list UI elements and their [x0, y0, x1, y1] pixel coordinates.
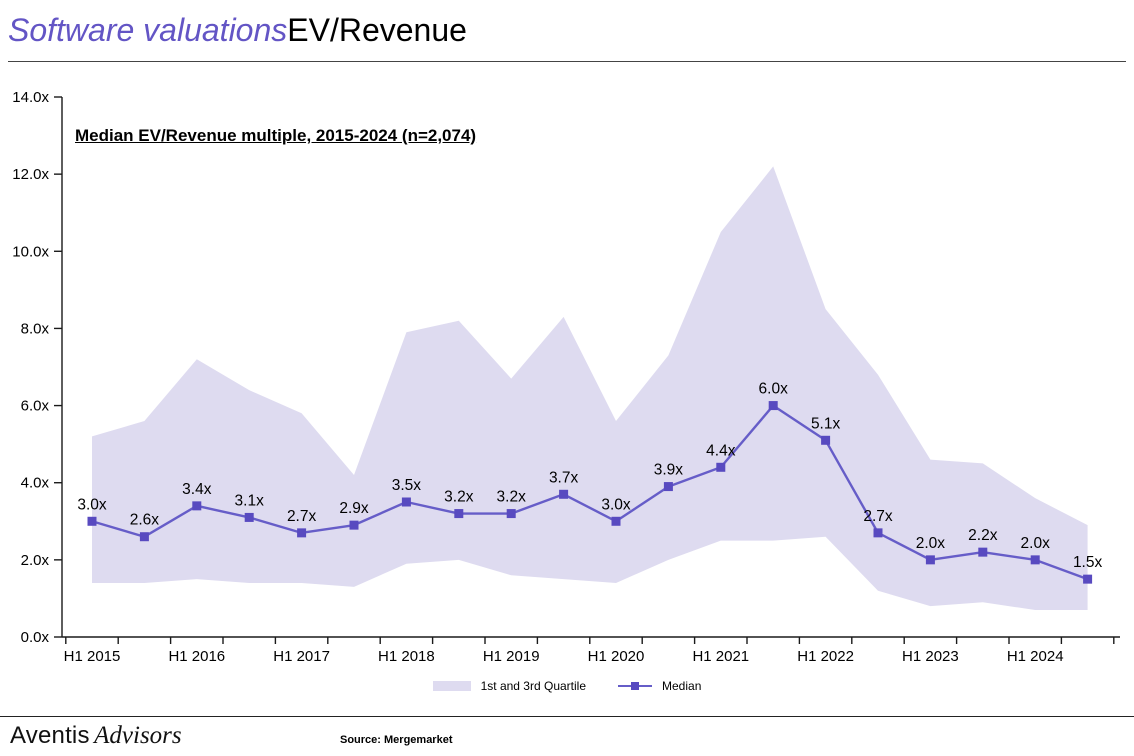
legend-band-swatch: [432, 681, 471, 691]
median-marker: [87, 516, 97, 526]
x-tick-label: H1 2022: [797, 648, 854, 665]
data-label: 5.1x: [811, 415, 841, 432]
data-label: 3.7x: [549, 469, 579, 486]
y-tick-label: 12.0x: [12, 166, 49, 183]
data-label: 2.0x: [916, 535, 946, 552]
data-label: 3.2x: [497, 489, 527, 506]
page-title-main: EV/Revenue: [287, 12, 467, 48]
y-tick-label: 6.0x: [21, 398, 50, 415]
chart-legend: 1st and 3rd Quartile Median: [0, 679, 1134, 693]
x-tick-label: H1 2016: [168, 648, 225, 665]
page-title-accent: Software valuations: [8, 12, 288, 48]
data-label: 2.9x: [339, 500, 369, 517]
brand-name-regular: Aventis: [10, 722, 90, 749]
data-label: 3.0x: [601, 496, 631, 513]
median-marker: [768, 401, 778, 411]
median-marker: [663, 482, 673, 492]
legend-band-label: 1st and 3rd Quartile: [480, 679, 587, 693]
median-marker: [873, 528, 883, 538]
legend-median-square-icon: [631, 682, 640, 690]
x-tick-label: H1 2024: [1007, 648, 1064, 665]
median-marker: [454, 509, 464, 519]
data-label: 2.7x: [287, 508, 317, 525]
axes: [61, 97, 1120, 638]
median-marker: [297, 528, 307, 538]
data-label: 2.7x: [863, 508, 893, 525]
median-marker: [559, 489, 569, 499]
median-marker: [716, 462, 726, 472]
data-label: 2.0x: [1021, 535, 1051, 552]
median-marker: [244, 512, 254, 522]
y-tick-label: 14.0x: [12, 89, 49, 106]
footer-divider: [0, 716, 1134, 717]
median-marker: [506, 509, 516, 519]
median-line: [91, 404, 1089, 581]
data-label: 6.0x: [759, 381, 789, 398]
median-marker: [139, 532, 149, 542]
brand-logo: Aventis Advisors: [10, 722, 182, 750]
y-tick-label: 8.0x: [21, 320, 50, 337]
data-label: 2.2x: [968, 527, 998, 544]
median-markers: [87, 401, 1093, 584]
median-marker: [821, 435, 831, 445]
median-marker: [611, 516, 621, 526]
data-label: 1.5x: [1073, 554, 1103, 571]
median-marker: [349, 520, 359, 530]
x-tick-label: H1 2020: [588, 648, 645, 665]
x-tick-label: H1 2018: [378, 648, 435, 665]
brand-name-italic: Advisors: [94, 722, 182, 749]
median-marker: [925, 555, 935, 565]
x-tick-label: H1 2017: [273, 648, 330, 665]
x-tick-label: H1 2015: [64, 648, 121, 665]
median-marker: [401, 497, 411, 507]
data-label: 3.5x: [392, 477, 422, 494]
data-label: 3.0x: [77, 496, 107, 513]
y-tick-label: 10.0x: [12, 243, 49, 260]
median-marker: [978, 547, 988, 557]
data-label: 3.9x: [654, 462, 684, 479]
title-divider: [8, 61, 1126, 62]
y-tick-label: 2.0x: [21, 552, 50, 569]
data-label: 4.4x: [706, 442, 736, 459]
legend-median-marker: [618, 681, 653, 691]
data-label: 3.2x: [444, 489, 474, 506]
y-tick-label: 0.0x: [21, 629, 50, 646]
x-tick-label: H1 2021: [692, 648, 749, 665]
median-marker: [1030, 555, 1040, 565]
y-axis-ticks: 0.0x 2.0x 4.0x 6.0x 8.0x 10.0x 12.0x 14.0x: [12, 89, 62, 646]
source-note: Source: Mergemarket: [340, 734, 453, 746]
y-tick-label: 4.0x: [21, 475, 50, 492]
x-axis-ticks: H1 2015 H1 2016 H1 2017 H1 2018 H1 2019 H1 20…: [64, 637, 1115, 665]
median-marker: [1083, 574, 1093, 584]
median-marker: [192, 501, 202, 511]
data-label: 3.1x: [235, 492, 265, 509]
x-tick-label: H1 2019: [483, 648, 540, 665]
data-label: 2.6x: [130, 512, 160, 529]
chart-title: Median EV/Revenue multiple, 2015-2024 (n…: [75, 126, 477, 145]
legend-median-label: Median: [662, 679, 702, 693]
quartile-band: [92, 166, 1088, 610]
x-tick-label: H1 2023: [902, 648, 959, 665]
data-labels: 3.0x 2.6x 3.4x 3.1x 2.7x 2.9x 3.5x 3.2x 3.2x 3.7x…: [77, 381, 1102, 572]
page-title: Software valuationsEV/Revenue: [8, 12, 467, 49]
data-label: 3.4x: [182, 481, 212, 498]
